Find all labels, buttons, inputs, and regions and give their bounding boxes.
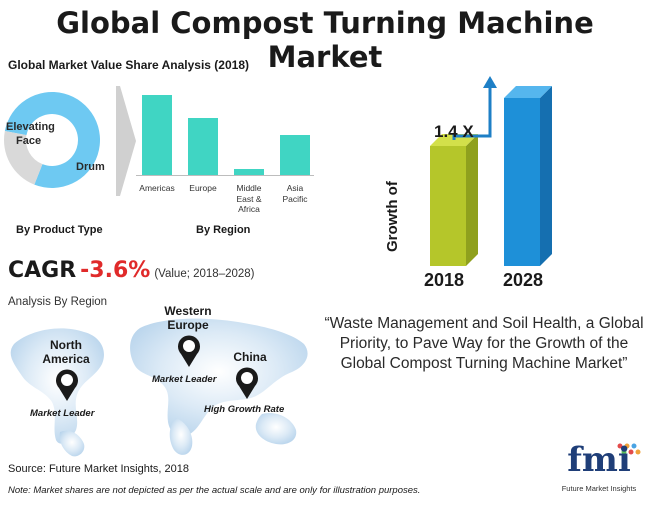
region-china-name: China (233, 350, 267, 364)
cagr-label: CAGR (8, 258, 77, 283)
growth-bar-2018 (430, 134, 478, 266)
map-pin-icon (56, 369, 78, 401)
fmi-logo: fmi Future Market Insights (552, 440, 646, 502)
by-region-caption: By Region (196, 224, 251, 236)
map-pin-icon (236, 367, 258, 399)
donut-label-elevating-face: Elevating Face (6, 120, 55, 148)
chevron-arrow-icon (116, 86, 136, 196)
region-north-america-line1: North (50, 338, 82, 352)
by-product-type-caption: By Product Type (16, 224, 103, 236)
region-chart-baseline (136, 175, 314, 176)
chart-subtitle: Global Market Value Share Analysis (2018… (8, 58, 249, 72)
region-tick-label: Americas (139, 183, 175, 193)
logo-text: fmi (567, 440, 631, 480)
footnote-text: Note: Market shares are not depicted as … (8, 485, 421, 496)
growth-category-2018: 2018 (424, 270, 465, 290)
cagr-value: -3.6% (80, 258, 151, 283)
source-text: Source: Future Market Insights, 2018 (8, 463, 189, 475)
region-western-europe-line2: Europe (167, 318, 209, 332)
growth-multiplier-annotation: 1.4 X (434, 122, 474, 141)
region-north-america-status: Market Leader (30, 408, 95, 419)
map-pin-icon (178, 335, 200, 367)
cagr-line: CAGR -3.6% (Value; 2018–2028) (8, 258, 255, 283)
region-western-europe-status: Market Leader (152, 374, 217, 385)
analysis-by-region-label: Analysis By Region (8, 296, 108, 308)
world-map: North America Western Europe China Marke… (0, 304, 320, 460)
region-western-europe-line1: Western (164, 304, 212, 318)
product-type-donut-chart: Elevating Face Drum (0, 80, 120, 200)
donut-label-elevating-face-line1: Elevating (6, 121, 55, 133)
region-western-europe-name: Western Europe (156, 304, 220, 332)
arrow-up-icon (483, 76, 497, 88)
donut-svg (3, 92, 101, 189)
region-north-america-name: North America (36, 338, 96, 366)
growth-category-2028: 2028 (503, 270, 544, 290)
region-tick-label: Middle East & Africa (236, 183, 262, 214)
region-china-status: High Growth Rate (204, 404, 285, 415)
logo-dots-icon (617, 443, 641, 455)
page-title: Global Compost Turning Machine Market (56, 6, 594, 74)
growth-bar-2028 (504, 86, 552, 266)
cagr-note: (Value; 2018–2028) (154, 268, 255, 280)
growth-axis-label: Growth of (384, 181, 401, 252)
region-bar-asia-pacific (280, 135, 310, 175)
region-bar-middle-east-africa (234, 168, 264, 175)
donut-label-elevating-face-line2: Face (16, 135, 42, 147)
region-tick-label: Asia Pacific (282, 183, 308, 204)
donut-label-drum: Drum (76, 161, 105, 173)
region-bar-americas (142, 95, 172, 175)
headline-quote: “Waste Management and Soil Health, a Glo… (324, 315, 644, 372)
donut-slice-elevating-face (3, 131, 43, 185)
donut-slice-drum (4, 92, 101, 189)
growth-bar-chart (430, 76, 552, 266)
world-map-shape (10, 318, 308, 457)
region-tick-label: Europe (189, 183, 217, 193)
region-north-america-line2: America (42, 352, 90, 366)
logo-subtext: Future Market Insights (561, 484, 637, 493)
region-bar-europe (188, 118, 218, 175)
region-bar-chart: Americas Europe Middle East & Africa Asia Paci… (136, 80, 316, 240)
growth-arrow (452, 80, 492, 140)
